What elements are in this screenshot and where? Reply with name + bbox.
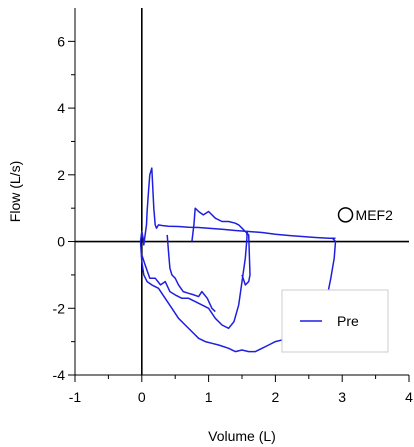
series-line-3 <box>166 234 216 313</box>
x-axis-title: Volume (L) <box>208 428 276 444</box>
y-tick-label: 4 <box>57 100 65 116</box>
y-axis-title: Flow (L/s) <box>7 161 23 222</box>
x-tick-label: 2 <box>272 389 280 405</box>
y-tick-label: 0 <box>57 234 65 250</box>
x-tick-label: -1 <box>69 389 82 405</box>
x-tick-label: 1 <box>205 389 213 405</box>
x-tick-label: 0 <box>138 389 146 405</box>
y-axis: -4 -2 0 2 4 6 <box>53 33 75 383</box>
mef2-marker <box>337 207 354 223</box>
series-group <box>139 167 337 353</box>
legend-box <box>281 289 389 353</box>
y-tick-label: 6 <box>57 33 65 49</box>
mef2-marker-label: MEF2 <box>356 207 394 223</box>
y-tick-label: -2 <box>53 300 66 316</box>
x-tick-label: 4 <box>405 389 413 405</box>
y-tick-label: -4 <box>53 367 66 383</box>
series-line-4 <box>191 207 251 286</box>
legend-label-pre: Pre <box>337 313 359 329</box>
x-axis: -1 0 1 2 3 4 <box>69 375 413 405</box>
markers-group: MEF2 <box>337 207 394 223</box>
series-line-2 <box>141 230 249 330</box>
y-tick-label: 2 <box>57 167 65 183</box>
legend: Pre <box>281 289 389 353</box>
plot-area <box>74 8 409 376</box>
series-line-0 <box>139 167 336 246</box>
x-tick-label: 3 <box>338 389 346 405</box>
